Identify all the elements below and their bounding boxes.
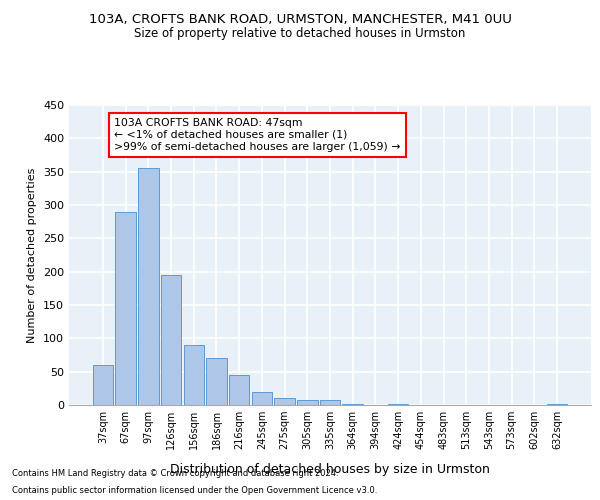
Y-axis label: Number of detached properties: Number of detached properties xyxy=(28,168,37,342)
Text: Size of property relative to detached houses in Urmston: Size of property relative to detached ho… xyxy=(134,28,466,40)
Bar xyxy=(161,275,181,405)
Bar xyxy=(184,345,204,405)
Bar xyxy=(206,358,227,405)
Bar xyxy=(343,404,363,405)
Bar xyxy=(115,212,136,405)
Text: Contains public sector information licensed under the Open Government Licence v3: Contains public sector information licen… xyxy=(12,486,377,495)
Bar xyxy=(229,375,250,405)
Text: 103A, CROFTS BANK ROAD, URMSTON, MANCHESTER, M41 0UU: 103A, CROFTS BANK ROAD, URMSTON, MANCHES… xyxy=(89,12,511,26)
Bar xyxy=(251,392,272,405)
Bar xyxy=(547,404,567,405)
Bar xyxy=(297,400,317,405)
Bar xyxy=(274,398,295,405)
Text: 103A CROFTS BANK ROAD: 47sqm
← <1% of detached houses are smaller (1)
>99% of se: 103A CROFTS BANK ROAD: 47sqm ← <1% of de… xyxy=(114,118,401,152)
Bar xyxy=(320,400,340,405)
Bar xyxy=(388,404,409,405)
Bar xyxy=(93,365,113,405)
Text: Contains HM Land Registry data © Crown copyright and database right 2024.: Contains HM Land Registry data © Crown c… xyxy=(12,468,338,477)
Bar xyxy=(138,168,158,405)
X-axis label: Distribution of detached houses by size in Urmston: Distribution of detached houses by size … xyxy=(170,463,490,476)
